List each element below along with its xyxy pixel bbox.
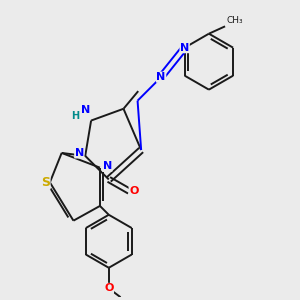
- Text: N: N: [157, 72, 166, 82]
- Text: N: N: [180, 43, 189, 53]
- Text: S: S: [41, 176, 50, 189]
- Text: N: N: [81, 105, 90, 115]
- Text: O: O: [104, 284, 113, 293]
- Text: H: H: [71, 111, 79, 121]
- Text: N: N: [103, 161, 112, 171]
- Text: N: N: [75, 148, 84, 158]
- Text: CH₃: CH₃: [226, 16, 243, 25]
- Text: O: O: [129, 186, 139, 196]
